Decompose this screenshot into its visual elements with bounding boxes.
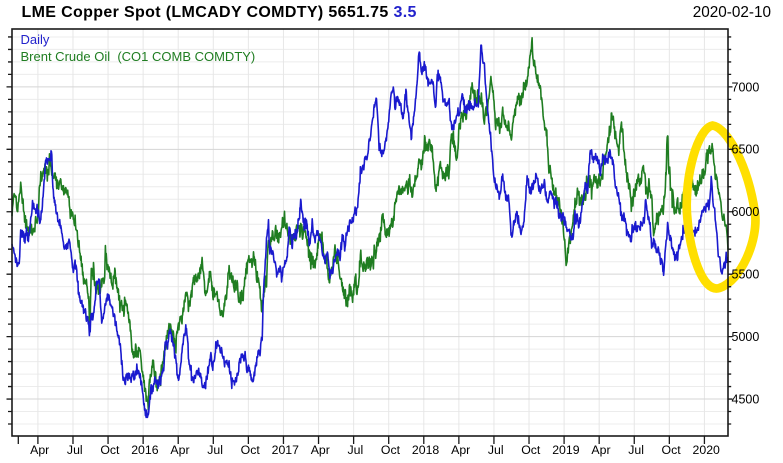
svg-text:Jul: Jul (348, 443, 364, 457)
svg-text:Jul: Jul (488, 443, 504, 457)
svg-text:Oct: Oct (241, 443, 261, 457)
svg-text:Apr: Apr (30, 443, 49, 457)
svg-text:7000: 7000 (732, 80, 760, 94)
svg-text:2018: 2018 (412, 443, 440, 457)
svg-text:4500: 4500 (732, 392, 760, 406)
svg-text:Apr: Apr (451, 443, 470, 457)
svg-text:5000: 5000 (732, 330, 760, 344)
svg-text:6000: 6000 (732, 205, 760, 219)
svg-text:Oct: Oct (662, 443, 682, 457)
svg-text:Daily: Daily (21, 32, 50, 47)
svg-text:Oct: Oct (381, 443, 401, 457)
svg-text:2020: 2020 (693, 443, 721, 457)
svg-text:Brent Crude Oil (CO1 COMB COM: Brent Crude Oil (CO1 COMB COMDTY) (21, 49, 256, 64)
svg-text:5500: 5500 (732, 268, 760, 282)
svg-text:2019: 2019 (552, 443, 580, 457)
svg-text:Apr: Apr (170, 443, 189, 457)
svg-text:Jul: Jul (207, 443, 223, 457)
svg-text:Apr: Apr (591, 443, 610, 457)
svg-text:Jul: Jul (628, 443, 644, 457)
svg-text:2017: 2017 (272, 443, 300, 457)
svg-text:6500: 6500 (732, 143, 760, 157)
svg-text:Apr: Apr (311, 443, 330, 457)
svg-text:Oct: Oct (100, 443, 120, 457)
svg-text:Oct: Oct (521, 443, 541, 457)
svg-text:2016: 2016 (131, 443, 159, 457)
svg-text:Jul: Jul (67, 443, 83, 457)
